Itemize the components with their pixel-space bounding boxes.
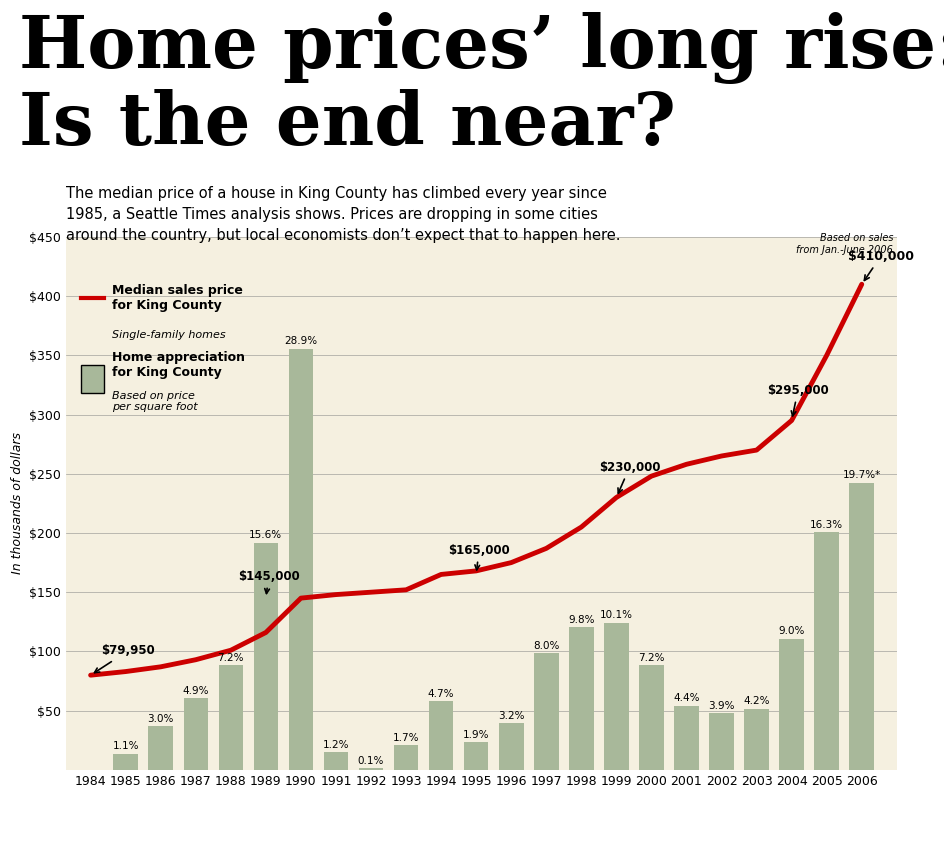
Text: 3.2%: 3.2% <box>498 711 525 721</box>
Text: 7.2%: 7.2% <box>638 652 665 662</box>
Text: $295,000: $295,000 <box>767 384 829 416</box>
Text: 3.9%: 3.9% <box>708 700 734 711</box>
Text: The median price of a house in King County has climbed every year since
1985, a : The median price of a house in King Coun… <box>66 186 620 243</box>
Text: Home prices’ long rise:
Is the end near?: Home prices’ long rise: Is the end near? <box>19 12 944 161</box>
Y-axis label: In thousands of dollars: In thousands of dollars <box>10 432 24 574</box>
Text: 19.7%*: 19.7%* <box>843 470 881 481</box>
Text: 9.8%: 9.8% <box>568 615 595 624</box>
Bar <box>183 699 208 770</box>
Bar <box>359 768 383 770</box>
Text: Single-family homes: Single-family homes <box>112 330 226 340</box>
Bar <box>254 542 278 770</box>
Bar <box>744 709 768 770</box>
Text: $165,000: $165,000 <box>448 544 510 570</box>
Text: 9.0%: 9.0% <box>779 626 805 636</box>
Bar <box>850 483 874 770</box>
Bar <box>429 701 453 770</box>
Text: 10.1%: 10.1% <box>599 610 632 620</box>
FancyBboxPatch shape <box>81 365 104 393</box>
Bar <box>324 752 348 770</box>
Text: 4.4%: 4.4% <box>673 694 700 703</box>
Bar <box>394 745 418 770</box>
Text: 3.0%: 3.0% <box>147 714 174 724</box>
Text: $145,000: $145,000 <box>238 569 299 594</box>
Bar <box>113 754 138 770</box>
Text: 15.6%: 15.6% <box>249 530 282 541</box>
Text: 4.2%: 4.2% <box>743 696 770 706</box>
Text: 0.1%: 0.1% <box>358 756 384 766</box>
Text: $230,000: $230,000 <box>598 461 661 493</box>
Bar <box>674 706 699 770</box>
Bar <box>604 623 629 770</box>
Text: Median sales price
for King County: Median sales price for King County <box>112 284 244 312</box>
Text: 4.9%: 4.9% <box>182 686 209 696</box>
Text: 1.1%: 1.1% <box>112 741 139 751</box>
Bar <box>219 665 244 770</box>
Bar <box>534 653 559 770</box>
Text: 1.9%: 1.9% <box>463 730 489 739</box>
Text: 8.0%: 8.0% <box>533 641 560 651</box>
Text: 1.7%: 1.7% <box>393 733 419 743</box>
Text: $79,950: $79,950 <box>94 645 155 673</box>
Bar <box>780 639 804 770</box>
Bar <box>289 349 313 770</box>
Text: 7.2%: 7.2% <box>217 652 244 662</box>
Text: $410,000: $410,000 <box>848 250 914 280</box>
Text: Based on sales
from Jan.-June 2006: Based on sales from Jan.-June 2006 <box>797 233 893 255</box>
Text: 28.9%: 28.9% <box>284 337 317 347</box>
Bar <box>569 627 594 770</box>
Bar <box>148 726 173 770</box>
Text: 1.2%: 1.2% <box>323 740 349 750</box>
Text: 16.3%: 16.3% <box>810 520 843 530</box>
Text: 4.7%: 4.7% <box>428 689 454 699</box>
Text: Home appreciation
for King County: Home appreciation for King County <box>112 351 245 379</box>
Bar <box>464 742 488 770</box>
Bar <box>499 723 524 770</box>
Bar <box>639 665 664 770</box>
Bar <box>709 713 733 770</box>
Text: Based on price
per square foot: Based on price per square foot <box>112 391 198 413</box>
Bar <box>815 532 839 770</box>
